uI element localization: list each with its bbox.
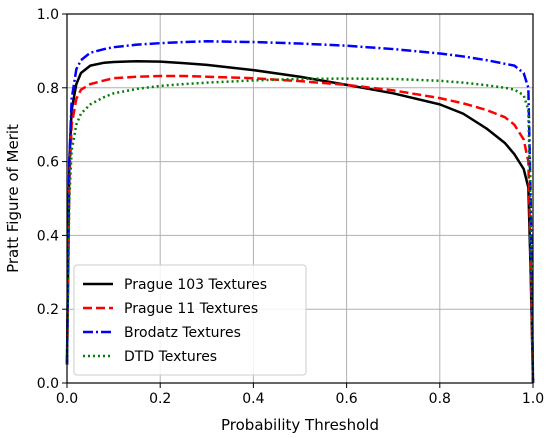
x-tick-label: 0.8 <box>429 391 451 407</box>
series-line-2 <box>65 40 535 384</box>
y-tick-label: 0.8 <box>37 81 59 97</box>
series-line-0 <box>65 59 535 384</box>
x-tick-label: 0.2 <box>149 391 171 407</box>
x-tick-label: 0.0 <box>56 391 78 407</box>
y-tick-label: 0.2 <box>37 302 59 318</box>
legend-label: Prague 11 Textures <box>124 301 258 317</box>
x-tick-label: 0.6 <box>335 391 357 407</box>
y-tick-label: 0.0 <box>37 376 59 392</box>
legend-label: DTD Textures <box>124 349 217 365</box>
x-tick-label: 1.0 <box>522 391 544 407</box>
y-axis: 0.0 0.2 0.4 0.6 0.8 1.0 <box>37 7 67 392</box>
legend-label: Brodatz Textures <box>124 325 241 341</box>
legend-box <box>73 264 307 376</box>
y-tick-label: 0.6 <box>37 155 59 171</box>
x-tick-label: 0.4 <box>242 391 264 407</box>
y-tick-label: 0.4 <box>37 228 59 244</box>
plot-frame <box>66 13 534 384</box>
legend: Prague 103 Textures Prague 11 Textures Bro… <box>73 264 307 376</box>
series-line-1 <box>65 74 535 384</box>
series-line-3 <box>65 77 535 384</box>
y-tick-label: 1.0 <box>37 7 59 23</box>
y-axis-label: Pratt Figure of Merit <box>4 124 22 273</box>
plot-area <box>65 40 535 384</box>
legend-label: Prague 103 Textures <box>124 277 267 293</box>
x-axis: 0.0 0.2 0.4 0.6 0.8 1.0 <box>56 383 544 407</box>
x-axis-label: Probability Threshold <box>221 416 379 434</box>
